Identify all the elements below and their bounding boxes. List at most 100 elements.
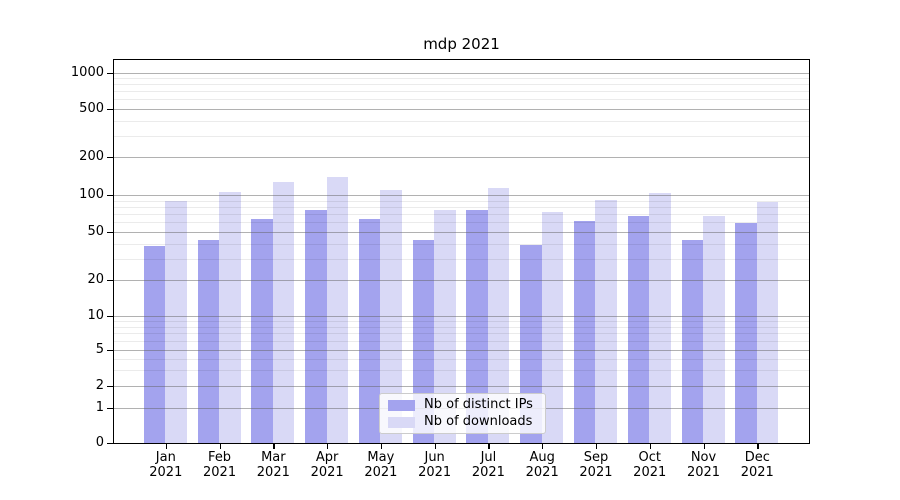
major-gridline-50: [114, 232, 809, 233]
bar-downloads-feb: [219, 191, 241, 443]
y-tick-mark-10: [107, 315, 114, 317]
minor-gridline-900: [114, 78, 809, 80]
minor-gridline-8: [114, 326, 809, 328]
minor-gridline-800: [114, 84, 809, 86]
x-tick-label-dec: Dec 2021: [740, 450, 774, 480]
y-tick-label-50: 50: [87, 224, 104, 239]
y-tick-mark-50: [107, 232, 114, 234]
x-tick-label-oct: Oct 2021: [633, 450, 667, 480]
y-tick-mark-5: [107, 350, 114, 352]
bar-distinct-ips-sep: [573, 220, 596, 443]
y-tick-label-100: 100: [79, 187, 104, 202]
minor-gridline-30: [114, 258, 809, 260]
bar-downloads-mar: [272, 182, 295, 443]
bar-downloads-jan: [165, 200, 187, 443]
minor-gridline-90: [114, 200, 809, 202]
y-tick-mark-200: [107, 157, 114, 159]
x-tick-mark-jul: [488, 444, 490, 449]
x-tick-label-jun: Jun 2021: [418, 450, 452, 480]
y-tick-mark-2: [107, 386, 114, 388]
x-tick-label-apr: Apr 2021: [310, 450, 344, 480]
legend-swatch-icon: [388, 399, 415, 411]
bar-distinct-ips-may: [358, 218, 381, 443]
x-tick-mark-mar: [273, 444, 275, 449]
bar-downloads-apr: [326, 177, 349, 443]
x-tick-label-nov: Nov 2021: [686, 450, 721, 480]
bars-layer: [114, 60, 809, 443]
x-tick-label-jan: Jan 2021: [149, 450, 183, 480]
minor-gridline-4: [114, 358, 809, 360]
bar-distinct-ips-feb: [197, 239, 220, 443]
y-tick-mark-0: [107, 443, 114, 445]
x-tick-mark-nov: [703, 444, 705, 449]
y-tick-label-1: 1: [95, 400, 104, 415]
grid-layer: [114, 60, 809, 443]
bar-distinct-ips-nov: [681, 239, 703, 443]
y-tick-mark-100: [107, 195, 114, 197]
legend-item-downloads: Nb of downloads: [388, 414, 537, 430]
major-gridline-100: [114, 195, 809, 196]
legend-item-distinct-ips: Nb of distinct IPs: [388, 397, 537, 413]
x-tick-mark-jan: [165, 444, 168, 449]
y-tick-mark-20: [107, 280, 114, 282]
minor-gridline-40: [114, 243, 809, 245]
legend-label: Nb of distinct IPs: [424, 397, 533, 412]
minor-gridline-6: [114, 340, 809, 342]
minor-gridline-60: [114, 222, 809, 224]
y-tick-label-500: 500: [79, 101, 104, 116]
bar-distinct-ips-dec: [735, 223, 757, 443]
y-tick-label-5: 5: [95, 342, 104, 357]
minor-gridline-9: [114, 320, 809, 322]
bar-downloads-nov: [703, 216, 725, 443]
major-gridline-1000: [114, 72, 809, 74]
bar-downloads-oct: [649, 193, 671, 443]
bar-downloads-dec: [756, 202, 779, 443]
x-tick-mark-oct: [649, 444, 652, 449]
minor-gridline-600: [114, 99, 809, 101]
minor-gridline-80: [114, 206, 809, 208]
y-tick-label-2: 2: [95, 378, 104, 393]
major-gridline-200: [114, 157, 809, 158]
x-tick-label-mar: Mar 2021: [256, 450, 290, 480]
y-tick-mark-1000: [107, 72, 114, 74]
legend: Nb of distinct IPs Nb of downloads: [379, 393, 546, 434]
x-tick-mark-sep: [595, 444, 598, 449]
x-tick-mark-feb: [219, 444, 221, 449]
x-tick-mark-jun: [434, 444, 436, 449]
y-tick-mark-500: [107, 109, 114, 111]
x-tick-label-feb: Feb 2021: [203, 450, 237, 480]
chart-title: mdp 2021: [423, 35, 500, 53]
x-tick-label-jul: Jul 2021: [471, 450, 505, 480]
y-tick-label-10: 10: [87, 307, 104, 323]
bar-downloads-sep: [595, 200, 617, 443]
y-tick-label-0: 0: [95, 435, 104, 450]
minor-gridline-400: [114, 120, 809, 122]
minor-gridline-7: [114, 333, 809, 335]
x-tick-mark-may: [380, 444, 383, 449]
minor-gridline-3: [114, 370, 809, 372]
minor-gridline-70: [114, 214, 809, 216]
x-tick-mark-dec: [757, 444, 759, 449]
major-gridline-2: [114, 386, 809, 387]
bar-distinct-ips-oct: [627, 215, 650, 443]
x-tick-label-may: May 2021: [364, 450, 398, 480]
major-gridline-5: [114, 350, 809, 351]
y-tick-mark-1: [107, 408, 114, 410]
major-gridline-10: [114, 315, 809, 317]
legend-label: Nb of downloads: [424, 414, 533, 429]
bar-distinct-ips-mar: [251, 218, 273, 443]
x-tick-mark-apr: [327, 444, 329, 449]
y-tick-label-1000: 1000: [70, 64, 104, 80]
y-tick-label-20: 20: [87, 272, 104, 287]
bar-distinct-ips-apr: [305, 210, 327, 443]
major-gridline-20: [114, 280, 809, 281]
plot-area: Nb of distinct IPs Nb of downloads: [113, 59, 810, 444]
minor-gridline-300: [114, 135, 809, 137]
bar-distinct-ips-jan: [143, 246, 166, 443]
x-tick-mark-aug: [542, 444, 544, 449]
x-tick-label-sep: Sep 2021: [579, 450, 613, 480]
major-gridline-500: [114, 109, 809, 110]
y-tick-label-200: 200: [79, 149, 104, 164]
minor-gridline-700: [114, 91, 809, 93]
